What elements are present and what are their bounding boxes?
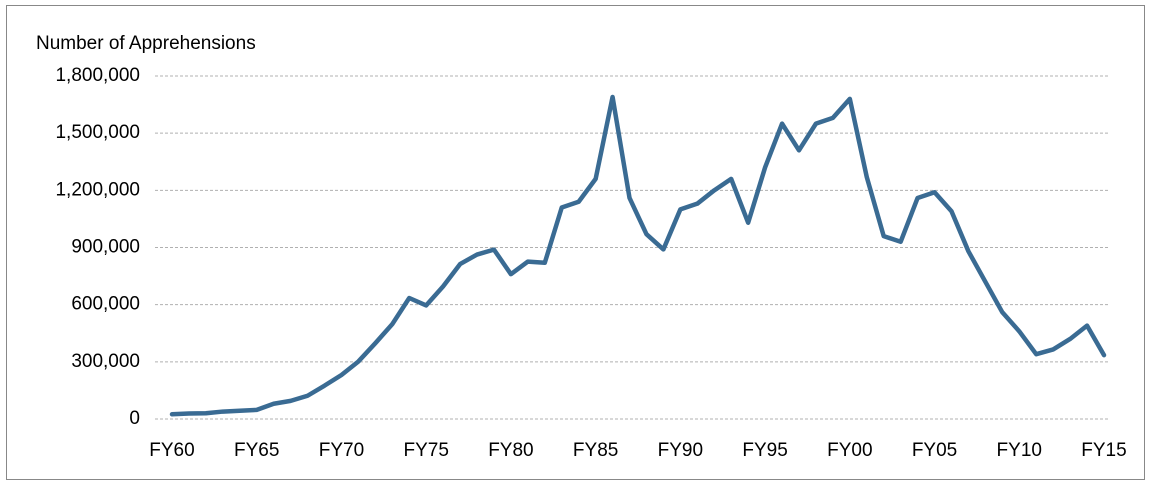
x-tick-label: FY15 xyxy=(1081,440,1126,461)
y-tick-label: 900,000 xyxy=(71,237,140,258)
x-tick-label: FY65 xyxy=(234,440,279,461)
y-tick-label: 300,000 xyxy=(71,351,140,372)
x-tick-label: FY05 xyxy=(912,440,957,461)
x-tick-label: FY70 xyxy=(319,440,364,461)
x-tick-label: FY80 xyxy=(488,440,533,461)
chart-frame xyxy=(6,5,1145,480)
y-tick-label: 600,000 xyxy=(71,294,140,315)
x-tick-label: FY00 xyxy=(827,440,872,461)
data-line xyxy=(169,94,1107,417)
x-tick-label: FY75 xyxy=(403,440,448,461)
x-tick-label: FY60 xyxy=(149,440,194,461)
x-tick-label: FY95 xyxy=(742,440,787,461)
x-tick-label: FY85 xyxy=(573,440,618,461)
y-tick-label: 1,500,000 xyxy=(55,122,140,143)
y-tick-label: 0 xyxy=(129,408,140,429)
y-axis-label: Number of Apprehensions xyxy=(36,33,256,54)
y-tick-label: 1,200,000 xyxy=(55,179,140,200)
y-tick-label: 1,800,000 xyxy=(55,65,140,86)
x-tick-label: FY90 xyxy=(658,440,703,461)
x-tick-label: FY10 xyxy=(997,440,1042,461)
